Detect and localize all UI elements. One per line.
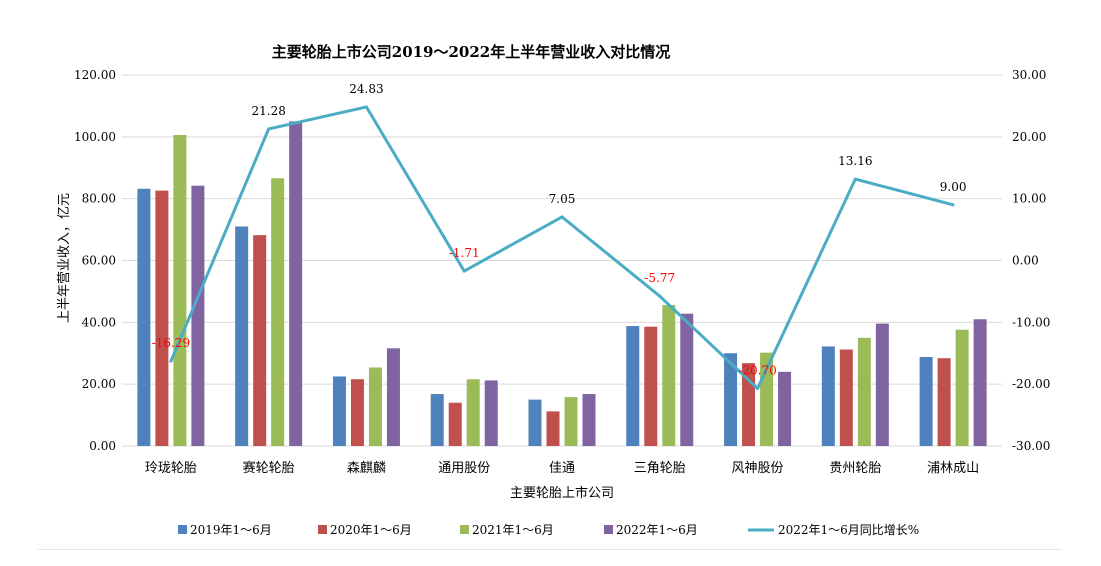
- x-tick-label: 玲珑轮胎: [145, 461, 197, 476]
- bar: [430, 394, 444, 446]
- bar: [137, 188, 151, 447]
- y2-tick-label: -30.00: [1012, 439, 1050, 453]
- line-point: [462, 269, 466, 273]
- data-label: 21.28: [251, 104, 285, 118]
- bar: [662, 305, 676, 446]
- line-point: [267, 127, 271, 131]
- chart-title: 主要轮胎上市公司2019～2022年上半年营业收入对比情况: [272, 43, 671, 61]
- bar: [448, 402, 462, 446]
- bar: [875, 323, 889, 446]
- y2-tick-label: 20.00: [1012, 130, 1046, 144]
- line-point: [560, 215, 564, 219]
- x-tick-label: 贵州轮胎: [829, 461, 881, 476]
- x-tick-label: 风神股份: [732, 461, 784, 476]
- data-label: 13.16: [838, 154, 872, 168]
- bar: [484, 380, 498, 446]
- line-point: [658, 294, 662, 298]
- y2-tick-label: 10.00: [1012, 192, 1046, 206]
- y2-tick-label: -10.00: [1012, 315, 1050, 329]
- y-tick-label: 100.00: [74, 130, 116, 144]
- legend-label: 2019年1～6月: [190, 523, 272, 537]
- bar: [155, 190, 169, 446]
- bar: [955, 329, 969, 446]
- bar: [271, 178, 285, 447]
- data-label: 7.05: [549, 192, 576, 206]
- bar: [191, 185, 205, 446]
- growth-line: [169, 105, 954, 390]
- bar: [680, 313, 694, 446]
- x-axis-label: 主要轮胎上市公司: [510, 485, 614, 501]
- bar: [350, 379, 364, 446]
- line-point: [951, 203, 955, 207]
- bar: [857, 337, 871, 446]
- data-label: -5.77: [644, 271, 675, 285]
- data-label: 9.00: [940, 180, 967, 194]
- bar: [778, 371, 792, 446]
- y-tick-label: 0.00: [89, 439, 116, 453]
- y2-tick-label: -20.00: [1012, 377, 1050, 391]
- bar: [289, 121, 303, 446]
- y-tick-label: 60.00: [82, 254, 116, 268]
- bar: [332, 376, 346, 446]
- bar: [919, 356, 933, 446]
- data-label: 24.83: [349, 82, 383, 96]
- data-label: -20.70: [738, 363, 776, 377]
- legend-label: 2022年1～6月: [616, 523, 698, 537]
- x-tick-label: 三角轮胎: [634, 461, 686, 476]
- x-tick-label: 赛轮轮胎: [243, 460, 295, 476]
- y-axis-label: 上半年营业收入，亿元: [57, 193, 72, 323]
- x-tick-label: 浦林成山: [927, 461, 979, 476]
- bar: [564, 397, 578, 446]
- line-point: [169, 359, 173, 363]
- bar: [386, 348, 400, 446]
- bar: [546, 411, 560, 446]
- y-tick-label: 120.00: [74, 68, 116, 82]
- line-point: [364, 105, 368, 109]
- bar: [253, 235, 267, 446]
- bar: [466, 379, 480, 446]
- bar: [173, 134, 187, 446]
- y-tick-label: 20.00: [82, 377, 116, 391]
- legend-label: 2022年1～6月同比增长%: [778, 523, 919, 537]
- bar: [626, 326, 640, 446]
- legend-swatch: [604, 525, 613, 534]
- line-point: [756, 386, 760, 390]
- y-tick-label: 40.00: [82, 315, 116, 329]
- bar: [582, 394, 596, 446]
- bottom-divider: [38, 549, 1062, 550]
- bar: [839, 349, 853, 446]
- legend-swatch: [460, 525, 469, 534]
- y2-tick-label: 30.00: [1012, 68, 1046, 82]
- data-label: -16.29: [152, 336, 190, 350]
- bar: [724, 353, 738, 446]
- line-point: [853, 177, 857, 181]
- bar: [937, 358, 951, 446]
- legend-swatch: [318, 525, 327, 534]
- legend-label: 2020年1～6月: [330, 523, 412, 537]
- bar: [368, 367, 382, 446]
- bar: [528, 399, 542, 446]
- x-tick-label: 佳通: [549, 461, 575, 476]
- bar: [821, 346, 835, 446]
- y2-tick-label: 0.00: [1012, 254, 1039, 268]
- x-tick-label: 通用股份: [438, 461, 490, 476]
- data-label: -1.71: [449, 246, 480, 260]
- bar: [973, 319, 987, 446]
- y-tick-label: 80.00: [82, 192, 116, 206]
- legend-label: 2021年1～6月: [472, 523, 554, 537]
- x-tick-label: 森麒麟: [347, 460, 386, 476]
- bar: [644, 326, 658, 446]
- bar: [235, 226, 249, 446]
- legend-swatch: [178, 525, 187, 534]
